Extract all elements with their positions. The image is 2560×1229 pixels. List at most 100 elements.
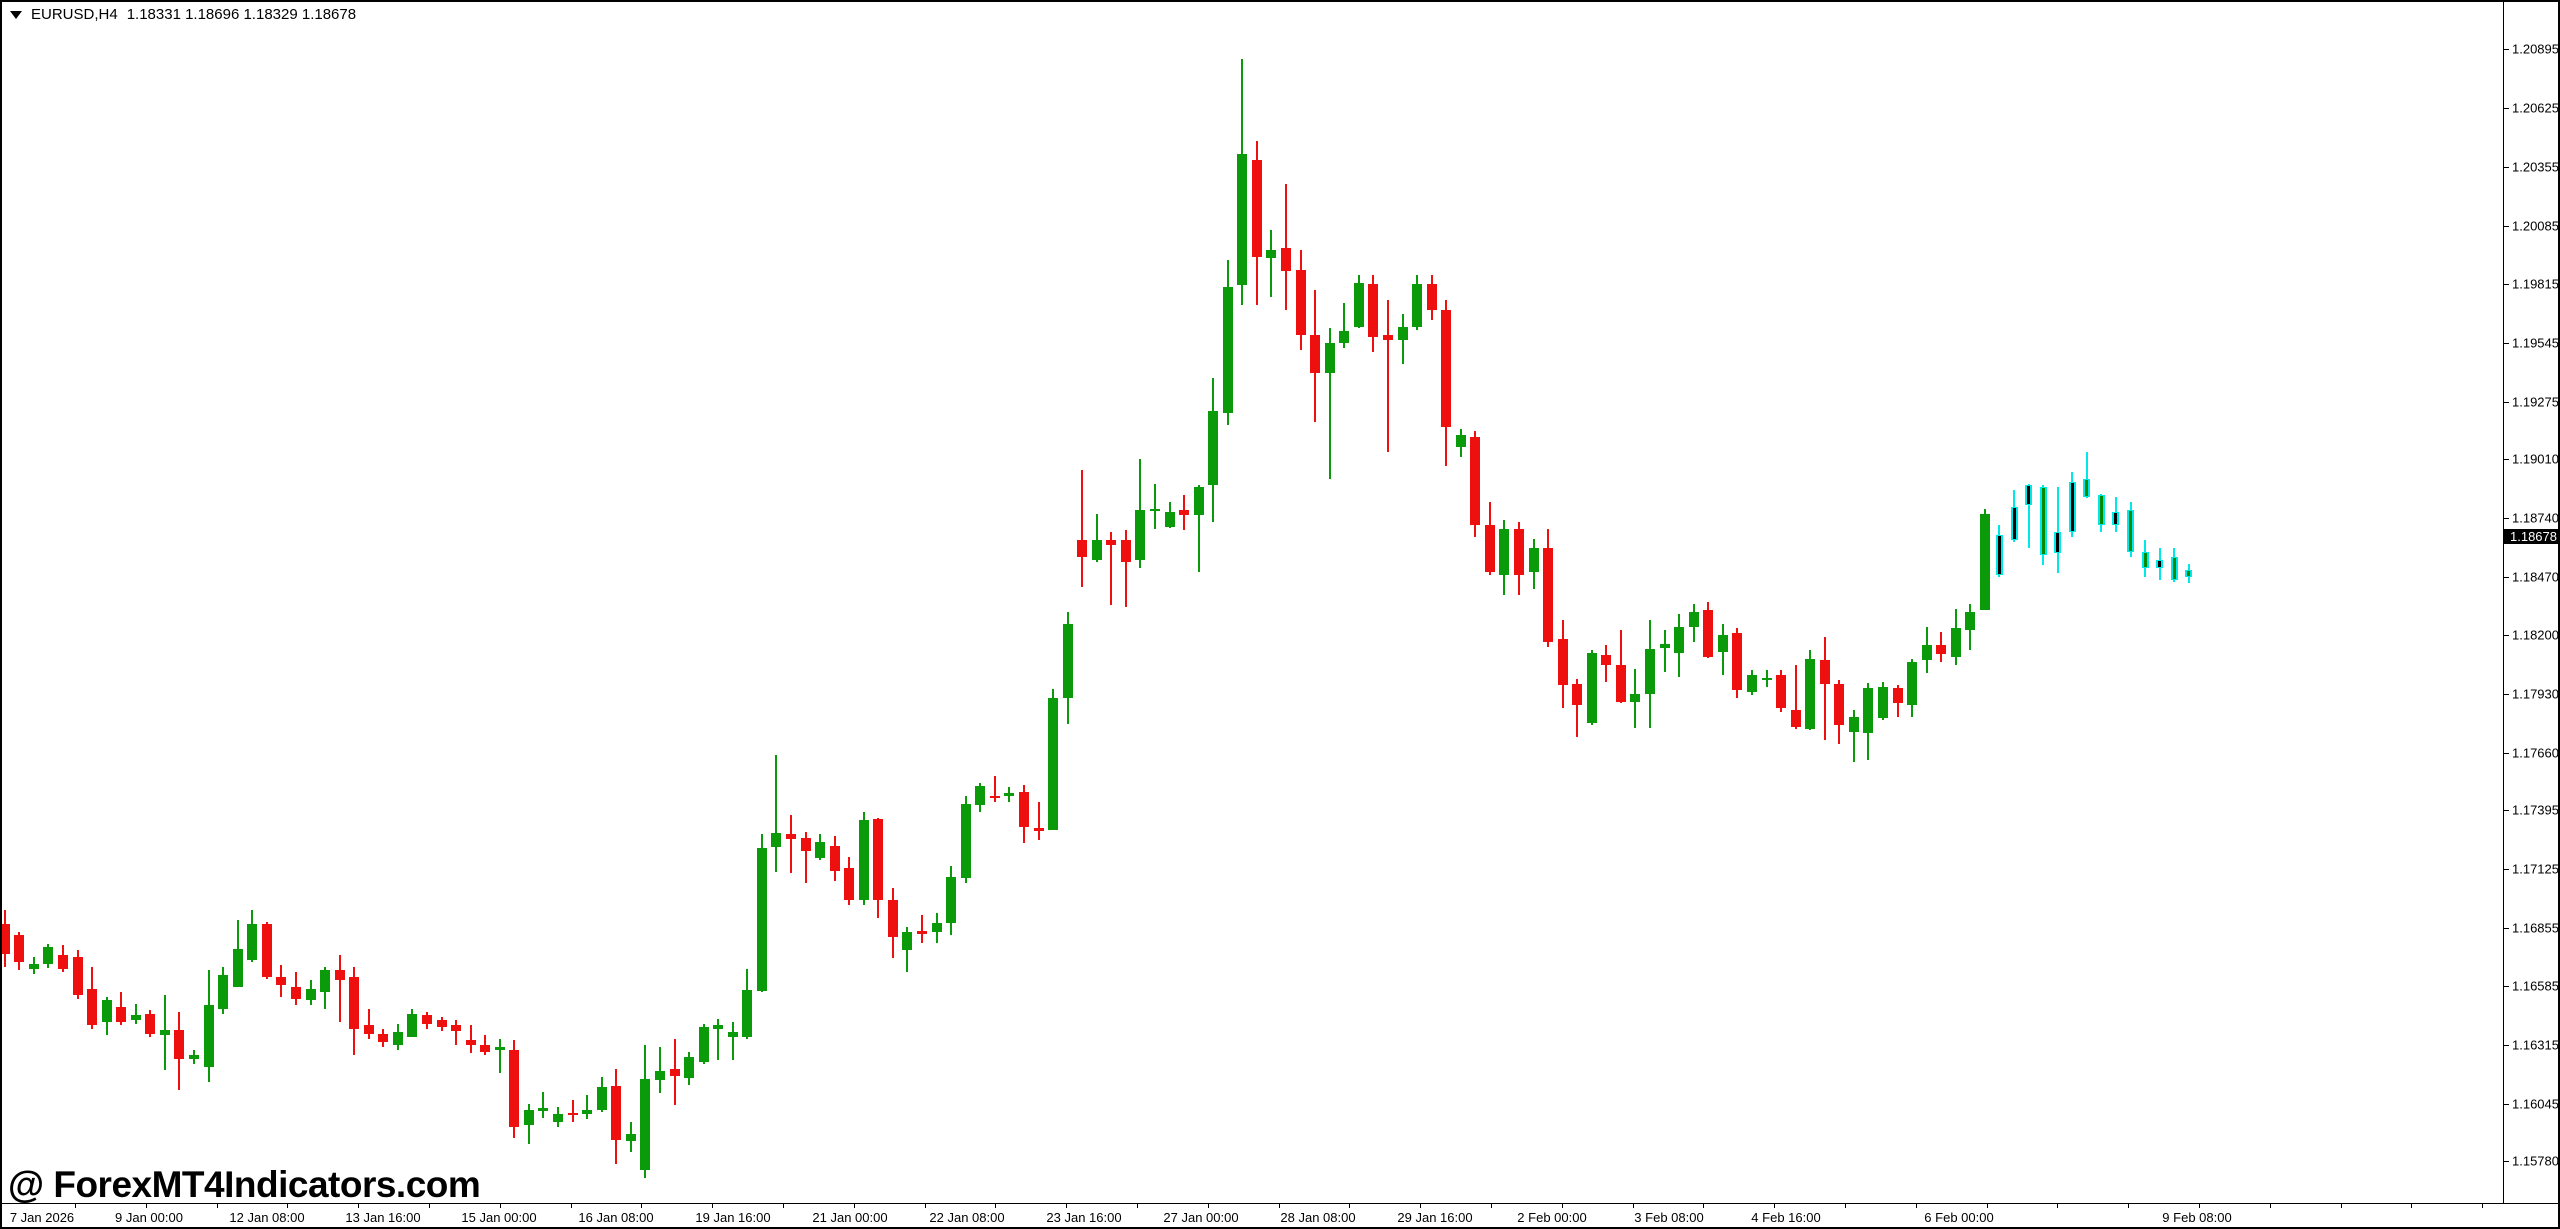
price-axis-tick xyxy=(2504,401,2509,403)
time-axis-tick xyxy=(1632,1204,1634,1208)
candle-body xyxy=(130,1015,141,1021)
candle-body xyxy=(538,1107,549,1112)
price-axis-label: 1.20085 xyxy=(2512,218,2559,233)
chart-plot[interactable] xyxy=(2,2,2503,1203)
candle-body xyxy=(523,1110,534,1125)
candle-body xyxy=(509,1050,520,1127)
forecast-candle-body xyxy=(2083,478,2091,497)
candle-body xyxy=(1062,624,1073,699)
candle-body xyxy=(1513,528,1524,575)
candle-body xyxy=(378,1033,389,1042)
time-axis-tick xyxy=(1278,1204,1280,1208)
time-axis-tick xyxy=(145,1204,147,1208)
candle-wick xyxy=(338,955,341,1022)
candle-body xyxy=(1266,250,1277,259)
time-axis-tick xyxy=(1915,1204,1917,1208)
candle-body xyxy=(800,838,811,852)
time-axis-label: 9 Feb 08:00 xyxy=(2162,1210,2232,1225)
price-axis-tick xyxy=(2504,49,2509,51)
candle-body xyxy=(625,1133,636,1142)
candle-body xyxy=(1149,508,1160,512)
price-axis-label: 1.20895 xyxy=(2512,41,2559,57)
candle-body xyxy=(261,923,272,977)
time-axis-tick xyxy=(641,1204,643,1208)
candle-body xyxy=(232,948,243,987)
forecast-candle-core xyxy=(2085,479,2089,496)
time-axis-tick xyxy=(2128,1204,2130,1208)
forecast-candle-core xyxy=(2041,487,2045,555)
price-axis-label: 1.16045 xyxy=(2512,1096,2559,1112)
candle-body xyxy=(14,935,25,962)
price-axis-label: 1.15780 xyxy=(2512,1153,2559,1169)
candle-body xyxy=(1120,540,1131,562)
forecast-candle-body xyxy=(2010,506,2018,541)
candle-body xyxy=(1135,510,1146,560)
ohlc-values: 1.18331 1.18696 1.18329 1.18678 xyxy=(126,6,357,23)
candle-body xyxy=(1528,548,1539,572)
candle-body xyxy=(363,1025,374,1034)
candle-body xyxy=(494,1046,505,1051)
candle-body xyxy=(1004,793,1015,796)
candle-body xyxy=(1077,540,1088,557)
time-axis-label: 27 Jan 00:00 xyxy=(1163,1210,1239,1225)
price-axis-label: 1.19010 xyxy=(2512,451,2559,467)
time-axis-tick xyxy=(2269,1204,2271,1208)
time-axis-tick xyxy=(924,1204,926,1208)
time-axis-tick xyxy=(570,1204,572,1208)
forecast-candle-body xyxy=(2127,510,2134,552)
candle-body xyxy=(1484,525,1495,572)
candle-body xyxy=(887,900,898,937)
forecast-candle-core xyxy=(1997,536,2001,574)
candle-body xyxy=(1761,677,1772,681)
time-axis-tick xyxy=(2482,1204,2484,1208)
candle-wick xyxy=(1153,483,1156,529)
candle-wick xyxy=(1037,801,1040,841)
candle-body xyxy=(873,819,884,901)
candle-wick xyxy=(455,1020,458,1045)
candle-body xyxy=(785,834,796,839)
price-axis-tick xyxy=(2504,694,2509,695)
time-axis-label: 29 Jan 16:00 xyxy=(1397,1210,1473,1225)
forecast-candle-body xyxy=(2039,486,2047,556)
time-axis-tick xyxy=(995,1204,997,1208)
time-axis-tick xyxy=(1207,1204,1209,1208)
candle-body xyxy=(1179,510,1190,515)
candle-wick xyxy=(571,1100,574,1122)
price-axis-label: 1.16315 xyxy=(2512,1037,2559,1053)
candle-body xyxy=(1251,160,1262,257)
candle-body xyxy=(72,957,83,996)
candle-body xyxy=(742,990,753,1037)
candle-body xyxy=(611,1086,622,1140)
candle-body xyxy=(960,804,971,879)
candle-wick xyxy=(1663,630,1666,672)
candle-body xyxy=(1222,286,1233,414)
candle-body xyxy=(1776,675,1786,709)
time-axis-tick xyxy=(1349,1204,1351,1208)
forecast-candle-core xyxy=(2070,482,2074,531)
time-axis-label: 12 Jan 08:00 xyxy=(229,1210,305,1225)
candle-wick xyxy=(717,1019,720,1061)
candle-body xyxy=(407,1013,418,1037)
candle-wick xyxy=(586,1095,589,1119)
price-axis-label: 1.19545 xyxy=(2512,335,2559,351)
candle-body xyxy=(917,931,927,935)
time-axis-label: 2 Feb 00:00 xyxy=(1517,1210,1587,1225)
time-axis-tick xyxy=(1561,1204,1563,1208)
candle-body xyxy=(1470,436,1481,526)
candle-body xyxy=(858,820,869,900)
candle-wick xyxy=(134,1003,137,1024)
candle-body xyxy=(596,1086,607,1111)
time-axis-label: 7 Jan 2026 xyxy=(9,1210,75,1225)
forecast-candle-body xyxy=(2141,551,2149,569)
candle-wick xyxy=(1852,710,1855,762)
candle-wick xyxy=(1095,513,1098,562)
candle-body xyxy=(421,1015,432,1024)
candle-wick xyxy=(1285,184,1287,311)
symbol-dropdown-arrow-icon xyxy=(10,10,22,19)
candle-body xyxy=(1659,644,1670,649)
price-axis-line xyxy=(2503,2,2504,1203)
time-axis-tick xyxy=(429,1204,430,1208)
price-axis-tick xyxy=(2504,225,2509,227)
price-axis-label: 1.17395 xyxy=(2512,802,2559,818)
